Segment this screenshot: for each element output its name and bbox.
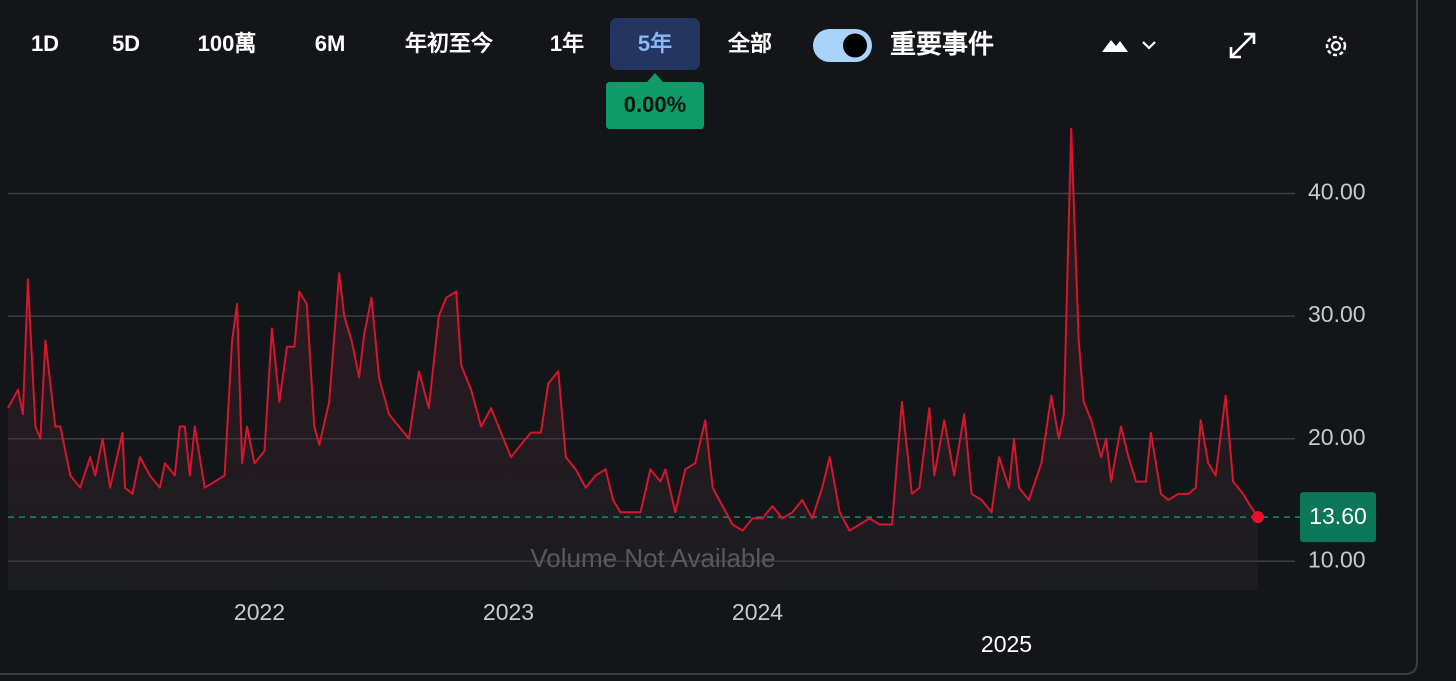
toggle-knob [843,33,867,58]
area [8,128,1258,590]
settings-button[interactable] [1325,35,1347,57]
tooltip-box [606,73,704,129]
price-line [7,127,1259,532]
change-tooltip: 0.00% [606,73,704,129]
range-button[interactable]: 1年 [550,31,584,56]
mountain-icon [1102,40,1128,52]
range-button[interactable]: 5年 [638,31,672,56]
chart-type-button[interactable] [1102,40,1156,52]
gear-icon [1325,35,1347,57]
range-button[interactable]: 5D [112,31,140,56]
tooltip-text: 0.00% [624,92,686,117]
range-button[interactable]: 6M [315,31,346,56]
range-button[interactable]: 1D [31,31,59,56]
y-tick-label: 30.00 [1308,301,1366,327]
gear-icon-center [1330,40,1342,52]
expand-icon-corners [1229,32,1256,59]
y-tick-label: 20.00 [1308,424,1366,450]
last-price-box [1300,492,1376,543]
range-selected-bg[interactable] [610,18,700,70]
last-point [1252,511,1264,524]
range-button[interactable]: 年初至今 [405,31,493,56]
x-tick-label: 2022 [234,599,285,625]
range-button[interactable]: 100萬 [198,31,257,56]
events-toggle[interactable] [813,29,872,62]
y-tick-label: 10.00 [1308,546,1366,572]
expand-button[interactable] [1229,32,1256,59]
events-label: 重要事件 [890,29,994,59]
x-tick-label: 2024 [732,599,783,625]
range-button[interactable]: 全部 [727,31,772,56]
panel-border [0,0,1418,675]
chevron-icon [1142,41,1156,50]
expand-icon [1231,34,1254,57]
last-price-label: 13.60 [1309,503,1367,529]
y-tick-label: 40.00 [1308,179,1366,205]
x-tick-label: 2025 [981,631,1032,657]
x-tick-label: 2023 [483,599,534,625]
